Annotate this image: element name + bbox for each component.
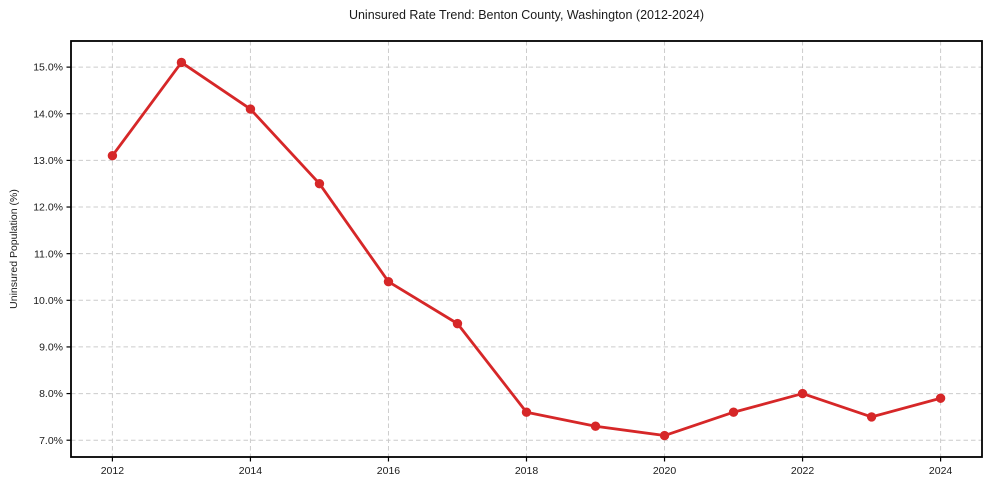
x-tick-label: 2016	[377, 465, 401, 477]
y-tick-label: 12.0%	[33, 202, 63, 214]
data-point	[245, 104, 256, 114]
data-point	[314, 179, 325, 189]
x-tick-label: 2024	[929, 465, 953, 477]
y-tick-label: 10.0%	[33, 295, 63, 307]
data-point	[797, 388, 808, 399]
data-point	[383, 276, 394, 287]
x-tick-label: 2018	[515, 465, 539, 477]
x-tick-label: 2022	[791, 465, 815, 477]
x-tick-label: 2020	[653, 465, 677, 477]
y-tick-label: 9.0%	[39, 342, 63, 354]
y-tick-label: 13.0%	[33, 155, 63, 167]
data-point	[107, 151, 118, 161]
y-tick-label: 14.0%	[33, 108, 63, 120]
data-point	[728, 407, 739, 417]
data-point	[659, 430, 670, 441]
x-tick-label: 2014	[239, 465, 263, 477]
data-point	[452, 318, 463, 329]
data-point	[590, 421, 601, 431]
data-point	[866, 412, 877, 422]
y-tick-label: 11.0%	[34, 248, 63, 260]
chart-title: Uninsured Rate Trend: Benton County, Was…	[348, 8, 705, 22]
x-tick-label: 2012	[101, 465, 125, 477]
y-tick-label: 7.0%	[39, 435, 63, 447]
data-point	[521, 407, 532, 417]
y-tick-label: 8.0%	[39, 388, 63, 400]
y-tick-label: 15.0%	[33, 62, 63, 74]
data-point	[176, 57, 187, 68]
data-point	[935, 393, 946, 403]
